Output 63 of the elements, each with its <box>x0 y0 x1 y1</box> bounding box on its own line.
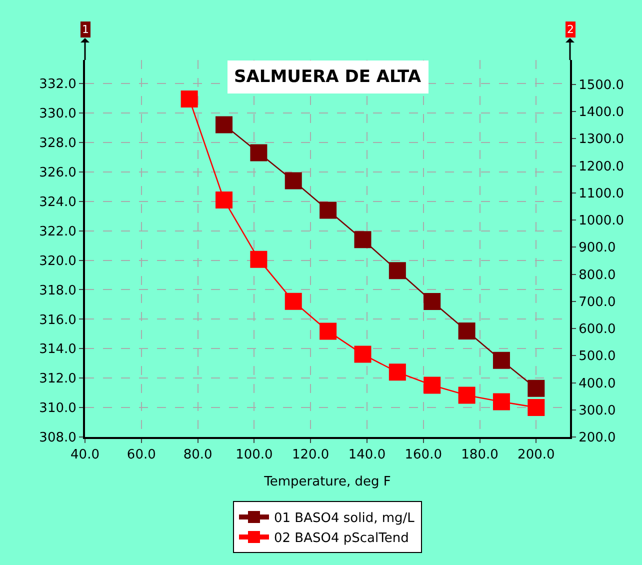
point <box>284 292 302 310</box>
point <box>284 172 302 190</box>
y-tick-label: 322.0 <box>39 224 76 240</box>
y2-tick-label: 1000.0 <box>578 214 624 229</box>
y-tick-label: 324.0 <box>39 194 76 210</box>
y-tick-label: 328.0 <box>39 136 76 152</box>
point <box>492 393 510 410</box>
point <box>458 322 476 340</box>
x-tick-label: 60.0 <box>126 448 156 463</box>
x-tick-label: 140.0 <box>348 448 386 463</box>
x-tick-label: 200.0 <box>518 448 555 463</box>
y2-tick-label: 1400.0 <box>578 105 624 120</box>
y-tick-label: 332.0 <box>39 77 76 92</box>
y2-tick-label: 1300.0 <box>578 132 624 148</box>
y-tick-label: 308.0 <box>39 430 76 446</box>
point <box>424 376 441 394</box>
x-tick-label: 120.0 <box>292 448 330 463</box>
y-axis-title: 1 <box>82 23 89 36</box>
y2-tick-label: 200.0 <box>578 430 616 446</box>
y-tick-label: 320.0 <box>39 254 76 269</box>
point <box>528 380 545 397</box>
point <box>250 144 268 162</box>
legend-label: 01 BASO4 solid, mg/L <box>274 511 416 526</box>
y-tick-label: 326.0 <box>39 165 76 180</box>
y2-tick-label: 1500.0 <box>578 78 624 93</box>
point <box>320 202 337 219</box>
point <box>354 231 372 248</box>
x-tick-label: 180.0 <box>461 448 498 463</box>
y-tick-label: 330.0 <box>39 106 76 122</box>
point <box>528 398 545 416</box>
legend-label: 02 BASO4 pScalTend <box>274 531 409 546</box>
y2-tick-label: 900.0 <box>578 240 616 256</box>
text: SALMUERA DE ALTA <box>234 67 422 87</box>
y2-tick-label: 400.0 <box>578 376 616 392</box>
point <box>388 364 406 381</box>
point <box>354 346 372 363</box>
y2-tick-label: 500.0 <box>578 349 616 364</box>
x-tick-label: 100.0 <box>236 448 273 463</box>
point <box>216 116 233 134</box>
y2-axis-title: 2 <box>567 23 574 36</box>
y2-tick-label: 700.0 <box>578 294 616 310</box>
x-tick-label: 40.0 <box>70 448 100 463</box>
x-axis-title: Temperature, deg F <box>263 474 391 490</box>
y2-tick-label: 300.0 <box>578 403 616 418</box>
x-tick-label: 160.0 <box>404 448 442 463</box>
y-tick-label: 316.0 <box>39 312 76 328</box>
point <box>492 352 510 369</box>
point <box>216 191 233 208</box>
point <box>458 386 476 404</box>
y2-tick-label: 800.0 <box>578 268 616 283</box>
point <box>388 262 406 280</box>
y2-tick-label: 600.0 <box>578 322 616 338</box>
x-tick-label: 80.0 <box>183 448 212 463</box>
point <box>320 322 337 340</box>
point <box>250 250 268 268</box>
point <box>180 90 198 108</box>
y-tick-label: 310.0 <box>39 401 76 416</box>
y2-tick-label: 1200.0 <box>578 159 624 174</box>
y-tick-label: 318.0 <box>39 283 76 298</box>
y-tick-label: 312.0 <box>39 372 76 387</box>
point <box>424 293 441 310</box>
y-tick-label: 314.0 <box>39 342 76 358</box>
y2-tick-label: 1100.0 <box>578 186 624 202</box>
